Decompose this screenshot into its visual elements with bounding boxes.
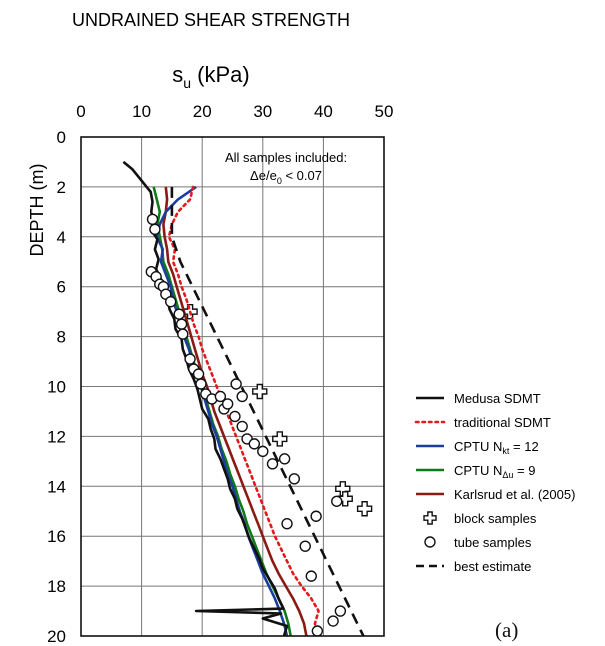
tube-sample-marker [195, 378, 207, 390]
y-axis-label: DEPTH (m) [27, 164, 47, 257]
legend-marker [424, 536, 436, 548]
y-tick-labels: 0 2 4 6 8 10 12 14 16 18 20 [47, 128, 66, 646]
legend-label: CPTU Nkt = 12 [454, 439, 539, 456]
tube-sample-marker [257, 445, 269, 458]
x-tick-label: 40 [314, 102, 333, 121]
plot-frame [80, 136, 385, 637]
legend-item: CPTU NΔu = 9 [416, 463, 535, 480]
series-0 [122, 160, 289, 636]
series-6 [145, 213, 347, 636]
tube-sample-marker [311, 625, 324, 636]
y-tick-label: 8 [57, 328, 66, 347]
annotation-line-1: All samples included: [225, 150, 347, 165]
tube-sample-marker [173, 308, 185, 320]
series-line [122, 160, 289, 636]
tube-sample-marker [281, 518, 293, 530]
y-tick-label: 0 [57, 128, 66, 147]
x-tick-label: 0 [76, 102, 85, 121]
legend-label: traditional SDMT [454, 415, 551, 430]
tube-sample-marker [192, 368, 205, 380]
legend-label: Medusa SDMT [454, 391, 541, 406]
tube-sample-marker [288, 473, 301, 485]
y-tick-label: 14 [47, 477, 66, 496]
series-7 [170, 186, 365, 636]
chart-title: UNDRAINED SHEAR STRENGTH [72, 10, 350, 30]
tube-sample-marker [299, 540, 311, 552]
tube-sample-marker [214, 390, 227, 403]
series-line [155, 185, 289, 636]
tube-sample-marker [327, 615, 339, 627]
y-tick-label: 12 [47, 427, 66, 446]
annotation-line-2: Δe/e0 < 0.07 [250, 168, 322, 186]
legend-item: best estimate [416, 559, 531, 574]
block-sample-marker [272, 431, 288, 447]
block-sample-marker [423, 511, 437, 525]
tube-sample-marker [334, 605, 347, 617]
x-tick-labels: 0 10 20 30 40 50 [76, 102, 393, 121]
tube-sample-marker [305, 570, 317, 582]
legend-label: tube samples [454, 535, 532, 550]
legend-label: best estimate [454, 559, 531, 574]
legend: Medusa SDMT traditional SDMT CPTU Nkt = 12… [414, 391, 575, 574]
tube-sample-marker [175, 318, 188, 330]
y-tick-label: 18 [47, 577, 66, 596]
y-tick-label: 2 [57, 178, 66, 197]
y-tick-label: 16 [47, 527, 66, 546]
tube-sample-marker [177, 328, 189, 340]
legend-item: traditional SDMT [414, 415, 551, 430]
tube-sample-marker [236, 390, 248, 403]
tube-sample-marker [230, 378, 242, 390]
x-tick-label: 50 [375, 102, 394, 121]
tube-sample-marker [221, 398, 234, 410]
x-tick-label: 20 [193, 102, 212, 121]
series-line [167, 185, 320, 636]
y-tick-label: 10 [47, 378, 66, 397]
series-2 [155, 185, 289, 636]
x-axis-label: su (kPa) [172, 62, 249, 91]
tube-sample-marker [266, 458, 279, 470]
legend-label: block samples [454, 511, 537, 526]
tube-sample-marker [149, 223, 161, 236]
panel-label: (a) [495, 618, 519, 642]
legend-item: Medusa SDMT [416, 391, 541, 406]
series-1 [167, 185, 320, 636]
tube-sample-marker [278, 453, 291, 465]
tube-sample-marker [146, 213, 159, 226]
legend-label: Karlsrud et al. (2005) [454, 487, 575, 502]
legend-item: CPTU Nkt = 12 [416, 439, 539, 456]
x-tick-label: 10 [132, 102, 151, 121]
tube-sample-marker [248, 438, 261, 450]
block-sample-marker [252, 383, 268, 400]
block-sample-marker [356, 501, 373, 517]
legend-item: block samples [423, 511, 537, 526]
legend-label: CPTU NΔu = 9 [454, 463, 535, 480]
series-4 [162, 186, 308, 636]
tube-sample-marker [331, 495, 343, 507]
legend-item: tube samples [424, 535, 532, 550]
tube-sample-marker [229, 410, 241, 423]
x-tick-label: 30 [253, 102, 272, 121]
y-tick-label: 6 [57, 278, 66, 297]
series-layer [122, 160, 373, 636]
tube-sample-marker [184, 353, 196, 365]
legend-item: Karlsrud et al. (2005) [416, 487, 575, 502]
tube-sample-marker [310, 510, 322, 522]
y-tick-label: 4 [57, 228, 66, 247]
series-line [162, 186, 308, 636]
tube-sample-marker [164, 295, 177, 308]
tube-sample-marker [236, 420, 248, 433]
y-tick-label: 20 [47, 627, 66, 646]
series-line [170, 186, 365, 636]
